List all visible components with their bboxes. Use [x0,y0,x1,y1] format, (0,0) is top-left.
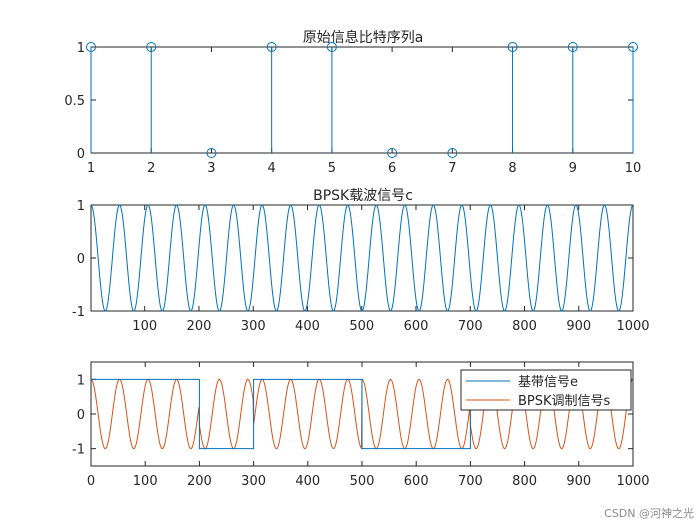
subplot2-axes [90,204,634,312]
stem-marker [326,42,337,52]
x-tick-label: 900 [566,319,591,334]
x-tick-label: 10 [625,161,642,176]
subplot1-axes [90,46,634,154]
x-tick-label: 500 [349,319,374,334]
subplot-modulated: 0 100 200 300 400 500 600 700 800 900 1000 -1 0 1 基带信… [72,361,650,489]
stem-marker [628,42,638,52]
y-tick-label: 0 [77,147,85,162]
subplot-bit-sequence: 原始信息比特序列a 1 2 3 4 5 6 7 8 9 10 0 0.5 1 [64,29,641,176]
stem-marker [206,148,217,158]
x-tick-label: 400 [295,474,320,489]
stem-marker [266,42,277,52]
x-tick-label: 800 [512,319,537,334]
x-tick-label: 9 [569,161,577,176]
subplot2-ticks: 100 200 300 400 500 600 700 800 900 1000 -1 0 1 [72,199,650,334]
x-tick-label: 8 [508,161,516,176]
x-tick-label: 3 [207,161,215,176]
x-tick-label: 700 [458,474,483,489]
x-tick-label: 500 [350,474,375,489]
subplot2-lines [90,204,634,312]
y-tick-label: -1 [72,443,85,458]
stem-marker [86,42,96,52]
x-tick-label: 800 [512,474,537,489]
x-tick-label: 200 [187,319,212,334]
y-tick-label: 1 [77,199,85,214]
x-tick-label: 5 [328,161,336,176]
legend-box [460,369,632,411]
x-tick-label: 100 [133,474,158,489]
legend: 基带信号e BPSK调制信号s [460,369,632,411]
x-tick-label: 100 [132,319,157,334]
y-tick-label: 1 [77,373,85,388]
stem-marker [567,42,578,52]
y-tick-label: 0.5 [64,94,85,109]
subplot1-title: 原始信息比特序列a [303,29,424,46]
x-tick-label: 4 [268,161,276,176]
legend-label-baseband: 基带信号e [518,375,578,390]
x-tick-label: 300 [241,474,266,489]
x-tick-label: 200 [187,474,212,489]
subplot2-title: BPSK载波信号c [313,188,413,204]
y-tick-label: 1 [77,41,85,56]
carrier-series [90,204,634,312]
x-tick-label: 7 [448,161,456,176]
x-tick-label: 1000 [616,474,649,489]
subplot-carrier: BPSK载波信号c 100 200 300 400 500 600 700 800 900 100… [72,188,650,334]
stem-marker [507,42,518,52]
x-tick-label: 600 [404,319,429,334]
y-tick-label: -1 [72,305,85,320]
x-tick-label: 700 [458,319,483,334]
subplot1-stems [86,42,638,158]
x-tick-label: 300 [241,319,266,334]
x-tick-label: 400 [295,319,320,334]
legend-label-bpsk: BPSK调制信号s [518,394,611,409]
watermark: CSDN @河神之光 [604,507,694,520]
x-tick-label: 2 [147,161,155,176]
x-tick-label: 6 [388,161,396,176]
x-tick-label: 0 [87,474,95,489]
y-tick-label: 0 [77,252,85,267]
x-tick-label: 1000 [616,319,649,334]
x-tick-label: 600 [404,474,429,489]
x-tick-label: 1 [87,161,95,176]
stem-marker [387,148,398,158]
x-tick-label: 900 [566,474,591,489]
stem-marker [447,148,458,158]
y-tick-label: 0 [77,408,85,423]
stem-marker [146,42,157,52]
subplot3-ticks: 0 100 200 300 400 500 600 700 800 900 1000 -1 0 1 [72,362,650,489]
